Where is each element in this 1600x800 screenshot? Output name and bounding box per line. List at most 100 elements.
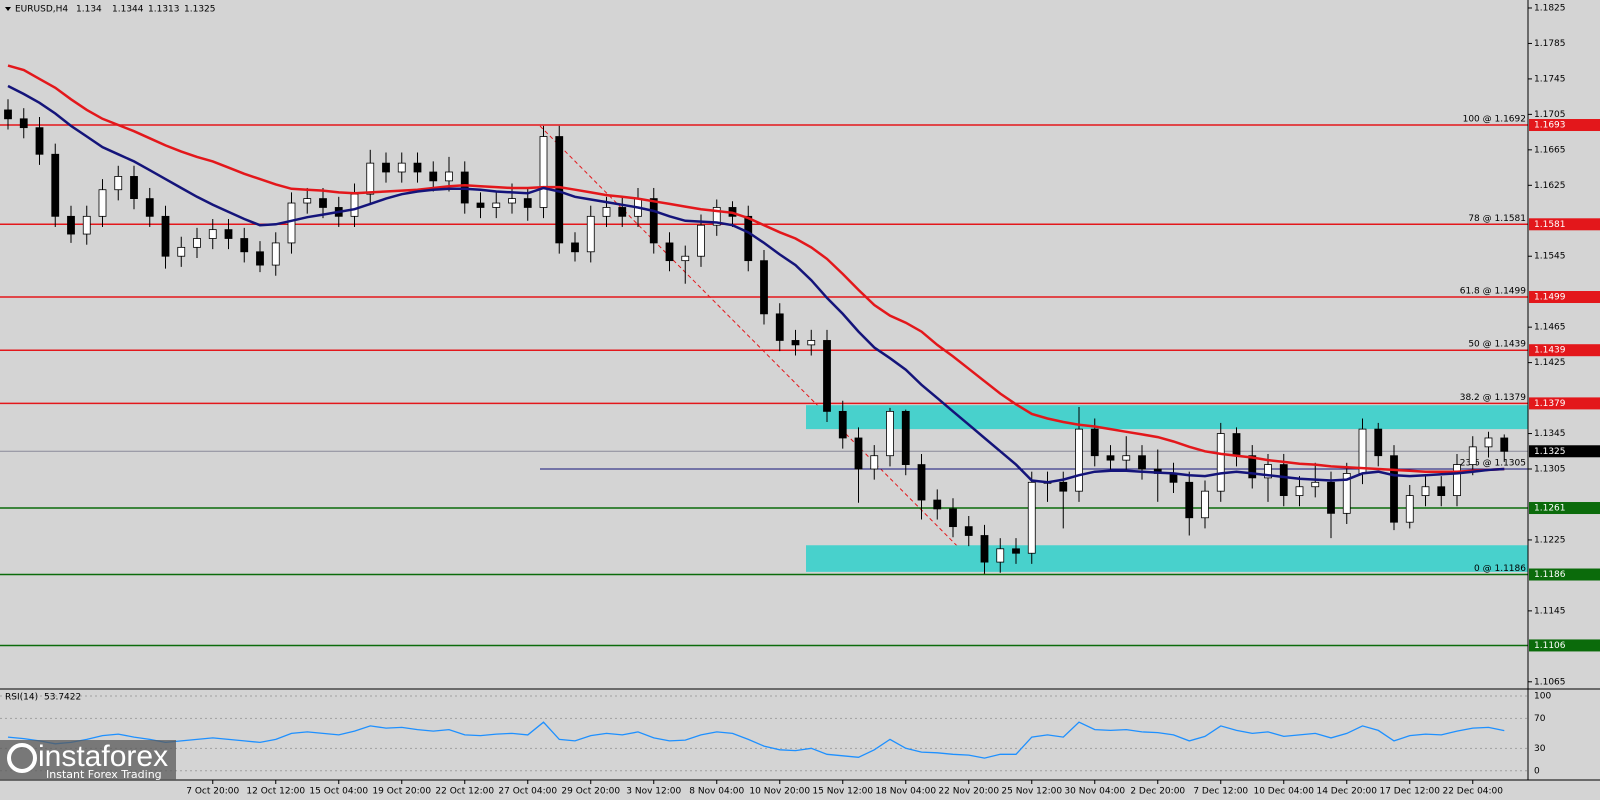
candle-body [1138, 455, 1146, 470]
rsi-tick-label: 0 [1534, 766, 1540, 776]
x-tick-label: 29 Oct 20:00 [561, 787, 620, 797]
candle-body [508, 198, 516, 204]
candle-body [571, 242, 579, 253]
candle-body [1468, 446, 1477, 465]
price-box-label: 1.1261 [1534, 504, 1566, 514]
candle-body [1264, 464, 1272, 479]
candle-body [382, 162, 390, 173]
candle-body [649, 198, 658, 244]
candle-body [1437, 486, 1446, 497]
y-tick-label: 1.1345 [1534, 429, 1566, 439]
fib-label: 23.6 @ 1.1305 [1460, 459, 1526, 469]
x-tick-label: 27 Oct 04:00 [498, 787, 557, 797]
candle-body [1374, 428, 1383, 457]
rsi-tick-label: 70 [1534, 714, 1546, 724]
candle-body [82, 215, 91, 235]
zone [806, 545, 1528, 572]
zone [806, 405, 1528, 430]
watermark-icon [7, 743, 37, 773]
candle-body [949, 508, 957, 528]
candle-body [586, 215, 595, 253]
x-tick-label: 19 Oct 20:00 [372, 787, 431, 797]
candle-body [161, 215, 170, 257]
current-price-label: 1.1325 [1534, 447, 1566, 457]
candle-body [303, 198, 312, 204]
fib-label: 100 @ 1.1692 [1463, 115, 1526, 125]
candle-body [1232, 433, 1241, 457]
x-tick-label: 15 Oct 04:00 [309, 787, 368, 797]
x-tick-label: 12 Oct 12:00 [246, 787, 305, 797]
price-box-label: 1.1693 [1534, 121, 1566, 131]
candle-body [1075, 428, 1083, 492]
x-tick-label: 2 Dec 20:00 [1130, 787, 1185, 797]
y-tick-label: 1.1225 [1534, 535, 1566, 545]
rsi-line [7, 721, 1505, 759]
candle-body [1185, 481, 1194, 519]
x-tick-label: 3 Nov 12:00 [626, 787, 681, 797]
candle-body [886, 410, 894, 457]
price-box-label: 1.1439 [1534, 346, 1566, 356]
y-tick-label: 1.1545 [1534, 252, 1566, 262]
candle-body [413, 162, 422, 173]
candle-body [744, 215, 753, 262]
candle-body [1500, 437, 1509, 452]
x-tick-label: 22 Nov 20:00 [938, 787, 999, 797]
header-close: 1.1325 [184, 5, 216, 15]
price-box-label: 1.1499 [1534, 293, 1566, 303]
rsi-value: 53.7422 [44, 693, 81, 703]
header-low: 1.1313 [148, 5, 180, 15]
x-tick-label: 15 Nov 12:00 [812, 787, 873, 797]
fib-label: 78 @ 1.1581 [1468, 214, 1526, 224]
candle-body [933, 499, 942, 510]
candle-body [114, 176, 123, 191]
candle-body [130, 176, 138, 199]
y-tick-label: 1.1625 [1534, 181, 1566, 191]
rsi-tick-label: 100 [1534, 691, 1551, 701]
candle-body [35, 127, 44, 155]
candle-body [492, 202, 501, 208]
candle-body [1090, 428, 1099, 457]
y-tick-label: 1.1065 [1534, 677, 1566, 687]
candle-body [1295, 486, 1304, 497]
candle-body [1059, 481, 1068, 492]
candle-body [681, 255, 690, 262]
candle-body [1248, 455, 1257, 479]
watermark: instaforex Instant Forex Trading [0, 740, 176, 781]
current-price-box [1529, 445, 1600, 458]
y-tick-label: 1.1825 [1534, 3, 1566, 13]
candle-body [1453, 464, 1461, 497]
rsi-label: RSI(14) [5, 693, 38, 703]
x-tick-label: 22 Dec 04:00 [1442, 787, 1503, 797]
candle-body [319, 198, 327, 208]
candle-body [523, 198, 532, 208]
candle-body [1484, 437, 1493, 448]
price-box [1529, 119, 1600, 132]
menu-arrow[interactable] [5, 7, 11, 11]
candle-body [460, 171, 469, 204]
fib-label: 38.2 @ 1.1379 [1460, 393, 1527, 403]
candle-body [1342, 473, 1351, 514]
candle-body [366, 162, 375, 195]
candle-body [665, 242, 674, 262]
candle-body [98, 189, 107, 217]
y-tick-label: 1.1785 [1534, 39, 1566, 49]
candle-body [980, 535, 989, 563]
x-tick-label: 30 Nov 04:00 [1064, 787, 1125, 797]
candle-body [791, 340, 800, 346]
candle-body [539, 136, 548, 208]
candle-body [287, 202, 296, 244]
x-tick-label: 10 Nov 20:00 [749, 787, 810, 797]
candle-body [208, 229, 217, 239]
candle-body [1405, 495, 1414, 523]
candle-body [256, 251, 264, 266]
moving-average [7, 64, 1505, 473]
candle-body [807, 340, 816, 346]
candle-body [917, 464, 926, 501]
moving-average [7, 84, 1505, 484]
x-tick-label: 22 Oct 12:00 [435, 787, 494, 797]
candle-body [964, 526, 973, 536]
x-tick-label: 10 Dec 04:00 [1253, 787, 1314, 797]
candle-body [67, 215, 75, 235]
candle-body [1012, 548, 1020, 554]
